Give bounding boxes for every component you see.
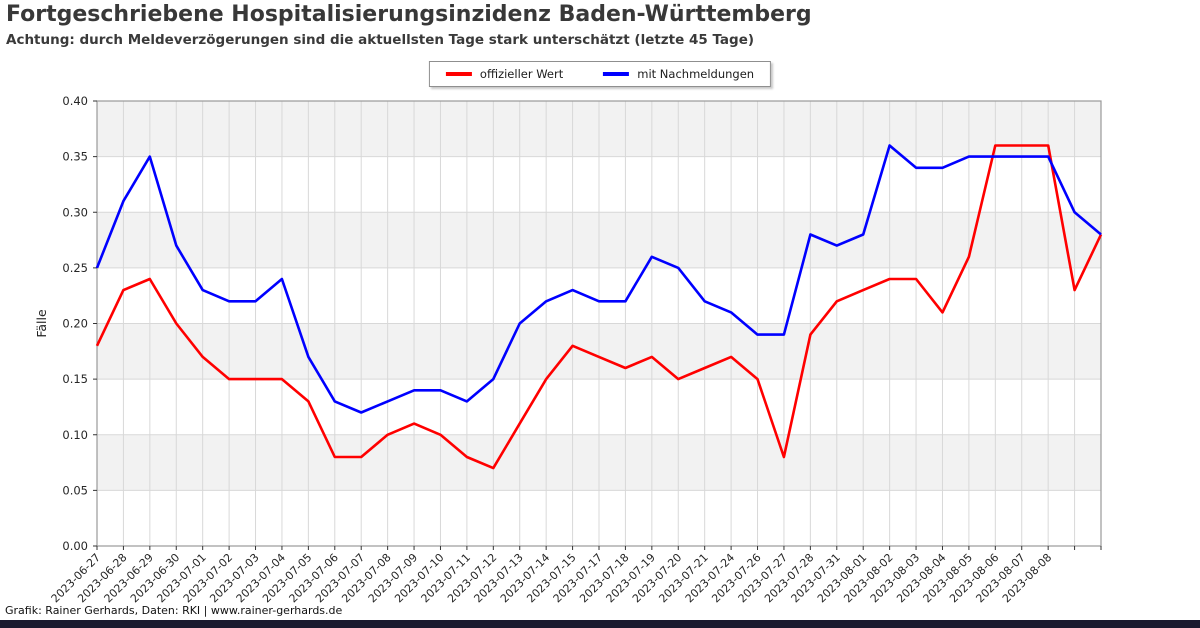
y-tick-label: 0.25 [62, 261, 88, 275]
legend-label: offizieller Wert [479, 67, 564, 81]
legend-item-offizieller-wert: offizieller Wert [445, 67, 564, 81]
series-line-mit-nachmeldungen [95, 144, 1102, 414]
legend-label: mit Nachmeldungen [637, 67, 755, 81]
series-line-offizieller-wert [95, 144, 1103, 470]
page-title: Fortgeschriebene Hospitalisierungsinzide… [6, 2, 812, 27]
footer-bar [0, 620, 1200, 628]
y-tick-label: 0.05 [62, 483, 88, 497]
y-tick-label: 0.20 [62, 317, 88, 331]
footer-credit: Grafik: Rainer Gerhards, Daten: RKI | ww… [5, 604, 343, 617]
y-axis-label: Fälle [34, 309, 49, 338]
page-subtitle: Achtung: durch Meldeverzögerungen sind d… [6, 32, 755, 48]
y-tick-label: 0.30 [62, 205, 88, 219]
y-tick-label: 0.10 [62, 428, 88, 442]
blue-line-swatch [603, 72, 630, 76]
red-line-swatch [445, 72, 472, 76]
y-tick-label: 0.15 [62, 372, 88, 386]
y-tick-label: 0.00 [62, 539, 88, 553]
legend: offizieller Wert mit Nachmeldungen [428, 61, 772, 87]
y-tick-label: 0.40 [62, 94, 88, 108]
legend-item-mit-nachmeldungen: mit Nachmeldungen [603, 67, 754, 81]
y-tick-label: 0.35 [62, 150, 88, 164]
